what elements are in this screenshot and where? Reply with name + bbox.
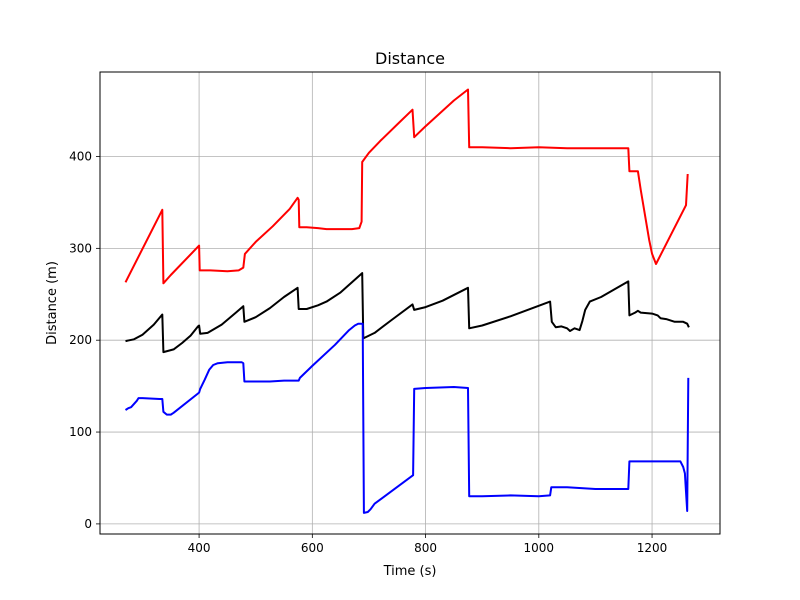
plot-frame [99, 71, 721, 535]
y-tick-label: 200 [69, 333, 92, 347]
y-axis-label: Distance (m) [45, 261, 60, 345]
x-tick-label: 600 [301, 541, 324, 555]
y-tick-label: 100 [69, 425, 92, 439]
grid [100, 72, 720, 534]
series-line-2 [125, 272, 690, 354]
series-lines [124, 88, 690, 514]
x-tick-label: 1200 [637, 541, 668, 555]
y-tick-label: 0 [84, 517, 92, 531]
series-line-3 [124, 322, 690, 514]
x-tick-label: 1000 [524, 541, 555, 555]
x-axis-label: Time (s) [383, 564, 437, 579]
chart-title: Distance [375, 49, 445, 68]
y-tick-label: 400 [69, 150, 92, 164]
x-tick-label: 800 [414, 541, 437, 555]
axis-ticks: 400 600 800 1000 1200 0 100 200 300 400 [69, 150, 667, 555]
y-tick-label: 300 [69, 241, 92, 255]
series-line-1 [124, 88, 689, 285]
x-tick-label: 400 [188, 541, 211, 555]
